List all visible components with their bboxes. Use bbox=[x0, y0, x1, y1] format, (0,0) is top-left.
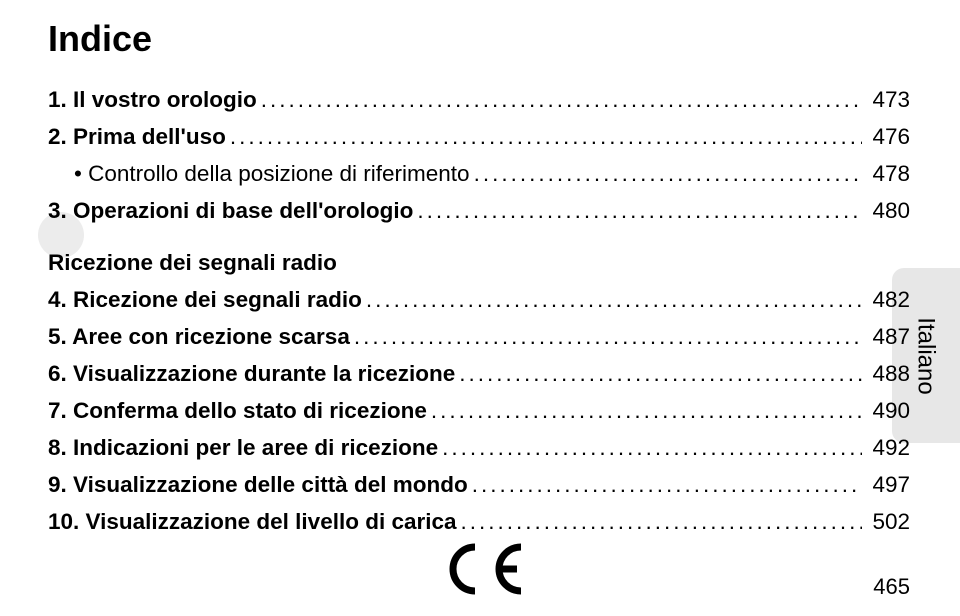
page-title: Indice bbox=[48, 18, 910, 60]
toc-page: 473 bbox=[866, 84, 910, 117]
toc-page: 482 bbox=[866, 284, 910, 317]
toc-leader bbox=[431, 395, 863, 428]
toc-row: • Controllo della posizione di riferimen… bbox=[48, 158, 910, 191]
toc-row: 10. Visualizzazione del livello di caric… bbox=[48, 506, 910, 539]
toc-row: 8. Indicazioni per le aree di ricezione … bbox=[48, 432, 910, 465]
toc-label: • Controllo della posizione di riferimen… bbox=[74, 158, 470, 191]
toc-page: 476 bbox=[866, 121, 910, 154]
toc-leader bbox=[417, 195, 862, 228]
toc-page: 478 bbox=[866, 158, 910, 191]
toc-row: 5. Aree con ricezione scarsa 487 bbox=[48, 321, 910, 354]
toc-label: 10. Visualizzazione del livello di caric… bbox=[48, 506, 457, 539]
toc-label: 8. Indicazioni per le aree di ricezione bbox=[48, 432, 438, 465]
toc-page: 492 bbox=[866, 432, 910, 465]
toc-label: 3. Operazioni di base dell'orologio bbox=[48, 195, 413, 228]
toc-row: 1. Il vostro orologio 473 bbox=[48, 84, 910, 117]
toc-row: 9. Visualizzazione delle città del mondo… bbox=[48, 469, 910, 502]
toc-leader bbox=[459, 358, 862, 391]
toc-page: 502 bbox=[866, 506, 910, 539]
toc-page: 497 bbox=[866, 469, 910, 502]
toc-page: 490 bbox=[866, 395, 910, 428]
toc-label: 7. Conferma dello stato di ricezione bbox=[48, 395, 427, 428]
toc-page: 487 bbox=[866, 321, 910, 354]
toc-leader bbox=[442, 432, 862, 465]
toc-section-heading: Ricezione dei segnali radio bbox=[48, 247, 910, 280]
toc-leader bbox=[472, 469, 863, 502]
toc-section-label: Ricezione dei segnali radio bbox=[48, 247, 337, 280]
toc-label: 4. Ricezione dei segnali radio bbox=[48, 284, 362, 317]
document-page: Indice 1. Il vostro orologio 473 2. Prim… bbox=[0, 0, 960, 616]
toc-leader bbox=[474, 158, 863, 191]
toc-row: 7. Conferma dello stato di ricezione 490 bbox=[48, 395, 910, 428]
toc-row: 6. Visualizzazione durante la ricezione … bbox=[48, 358, 910, 391]
toc-row: 4. Ricezione dei segnali radio 482 bbox=[48, 284, 910, 317]
ce-mark-icon bbox=[433, 541, 527, 602]
toc-label: 5. Aree con ricezione scarsa bbox=[48, 321, 350, 354]
toc-leader bbox=[354, 321, 863, 354]
toc-leader bbox=[366, 284, 863, 317]
toc-label: 2. Prima dell'uso bbox=[48, 121, 226, 154]
language-tab-label: Italiano bbox=[912, 317, 940, 394]
toc-label: 9. Visualizzazione delle città del mondo bbox=[48, 469, 468, 502]
toc-label: 1. Il vostro orologio bbox=[48, 84, 257, 117]
toc-leader bbox=[261, 84, 863, 117]
toc-leader bbox=[461, 506, 863, 539]
toc-leader bbox=[230, 121, 863, 154]
table-of-contents: 1. Il vostro orologio 473 2. Prima dell'… bbox=[48, 84, 910, 539]
toc-row: 2. Prima dell'uso 476 bbox=[48, 121, 910, 154]
page-number: 465 bbox=[873, 574, 910, 600]
toc-page: 480 bbox=[866, 195, 910, 228]
toc-page: 488 bbox=[866, 358, 910, 391]
toc-row: 3. Operazioni di base dell'orologio 480 bbox=[48, 195, 910, 228]
toc-label: 6. Visualizzazione durante la ricezione bbox=[48, 358, 455, 391]
